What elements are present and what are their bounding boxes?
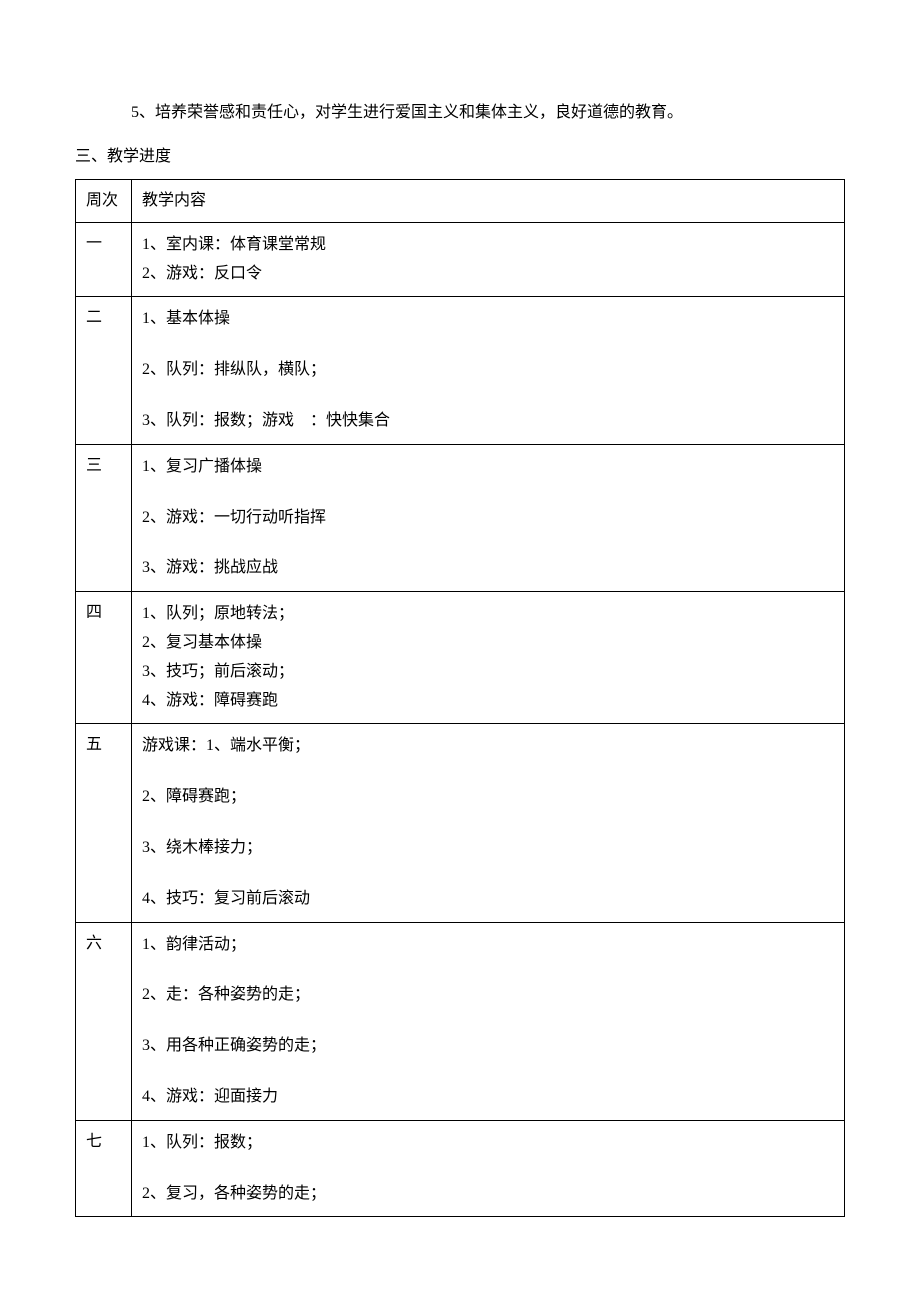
content-cell: 游戏课：1、端水平衡； 2、障碍赛跑； 3、绕木棒接力； 4、技巧：复习前后滚动 [132, 724, 845, 922]
content-line: 1、基本体操 [142, 305, 834, 334]
content-line: 3、队列：报数；游戏 ：快快集合 [142, 407, 834, 436]
content-line: 3、用各种正确姿势的走； [142, 1032, 834, 1061]
section-title: 三、教学进度 [75, 144, 845, 170]
schedule-table: 周次 教学内容 一1、室内课：体育课堂常规2、游戏：反口令二1、基本体操2、队列… [75, 179, 845, 1217]
intro-text: 5、培养荣誉感和责任心，对学生进行爱国主义和集体主义，良好道德的教育。 [131, 100, 845, 126]
week-cell: 五 [76, 724, 132, 922]
content-line: 4、游戏：迎面接力 [142, 1083, 834, 1112]
content-line: 2、游戏：一切行动听指挥 [142, 504, 834, 533]
content-line: 1、复习广播体操 [142, 453, 834, 482]
table-row: 二 1、基本体操 2、队列：排纵队，横队； 3、队列：报数；游戏 ：快快集合 [76, 297, 845, 444]
week-cell: 四 [76, 592, 132, 724]
week-cell: 六 [76, 922, 132, 1120]
table-row: 五游戏课：1、端水平衡； 2、障碍赛跑； 3、绕木棒接力； 4、技巧：复习前后滚动 [76, 724, 845, 922]
content-line: 2、复习基本体操 [142, 629, 834, 658]
table-row: 三 1、复习广播体操 2、游戏：一切行动听指挥 3、游戏：挑战应战 [76, 444, 845, 591]
table-row: 一1、室内课：体育课堂常规2、游戏：反口令 [76, 222, 845, 297]
content-cell: 1、室内课：体育课堂常规2、游戏：反口令 [132, 222, 845, 297]
content-line: 游戏课：1、端水平衡； [142, 732, 834, 761]
content-line: 1、韵律活动； [142, 931, 834, 960]
week-cell: 二 [76, 297, 132, 444]
table-row: 六 1、韵律活动； 2、走：各种姿势的走； 3、用各种正确姿势的走； 4、游戏：迎面接力 [76, 922, 845, 1120]
table-row: 七 1、队列：报数； 2、复习，各种姿势的走； [76, 1120, 845, 1217]
table-row: 四1、队列；原地转法；2、复习基本体操3、技巧；前后滚动；4、游戏：障碍赛跑 [76, 592, 845, 724]
content-cell: 1、队列：报数； 2、复习，各种姿势的走； [132, 1120, 845, 1217]
content-line: 2、走：各种姿势的走； [142, 981, 834, 1010]
content-line: 4、游戏：障碍赛跑 [142, 687, 834, 716]
week-cell: 一 [76, 222, 132, 297]
week-cell: 三 [76, 444, 132, 591]
content-cell: 1、复习广播体操 2、游戏：一切行动听指挥 3、游戏：挑战应战 [132, 444, 845, 591]
content-cell: 1、韵律活动； 2、走：各种姿势的走； 3、用各种正确姿势的走； 4、游戏：迎面接力 [132, 922, 845, 1120]
content-line: 3、技巧；前后滚动； [142, 658, 834, 687]
content-cell: 1、队列；原地转法；2、复习基本体操3、技巧；前后滚动；4、游戏：障碍赛跑 [132, 592, 845, 724]
header-content: 教学内容 [132, 180, 845, 223]
content-line: 4、技巧：复习前后滚动 [142, 885, 834, 914]
content-line: 2、游戏：反口令 [142, 260, 834, 289]
week-cell: 七 [76, 1120, 132, 1217]
content-line: 3、游戏：挑战应战 [142, 554, 834, 583]
content-line: 1、队列：报数； [142, 1129, 834, 1158]
content-line: 1、队列；原地转法； [142, 600, 834, 629]
content-line: 3、绕木棒接力； [142, 834, 834, 863]
content-line: 2、复习，各种姿势的走； [142, 1180, 834, 1209]
content-line: 1、室内课：体育课堂常规 [142, 231, 834, 260]
content-line: 2、队列：排纵队，横队； [142, 356, 834, 385]
table-header-row: 周次 教学内容 [76, 180, 845, 223]
content-line: 2、障碍赛跑； [142, 783, 834, 812]
content-cell: 1、基本体操 2、队列：排纵队，横队； 3、队列：报数；游戏 ：快快集合 [132, 297, 845, 444]
header-week: 周次 [76, 180, 132, 223]
